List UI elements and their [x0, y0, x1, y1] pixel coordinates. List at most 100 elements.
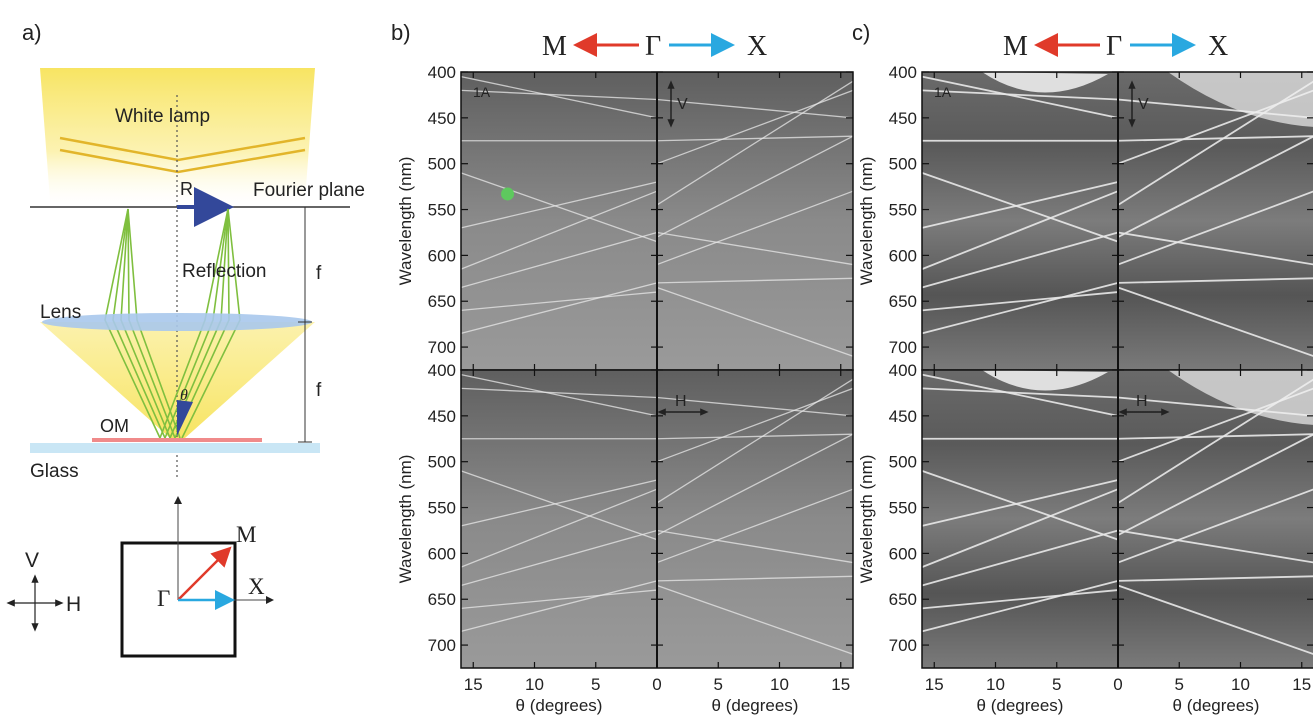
band-line — [460, 589, 658, 610]
y-tick-label: 550 — [889, 499, 917, 518]
bright-region — [1168, 72, 1313, 127]
panel_c-header-x: X — [1208, 31, 1228, 62]
x-tick-label: 10 — [525, 675, 544, 694]
r-label: R — [180, 179, 193, 199]
panel_c-bottom-bands — [921, 370, 1313, 655]
band-line — [656, 135, 854, 142]
y-tick-label: 550 — [428, 499, 456, 518]
panel_c-xlabel-right: θ (degrees) — [1173, 696, 1260, 715]
panel_c-xlabel-left: θ (degrees) — [977, 696, 1064, 715]
x-tick-label: 10 — [1231, 675, 1250, 694]
band-line — [1117, 286, 1313, 357]
y-tick-label: 650 — [428, 292, 456, 311]
band-line — [460, 75, 658, 119]
y-tick-label: 400 — [889, 361, 917, 380]
band-line — [1117, 135, 1313, 142]
band-line — [1117, 433, 1313, 440]
x-tick-label: 15 — [1292, 675, 1311, 694]
band-line — [460, 231, 658, 289]
band-line — [460, 580, 658, 632]
x-tick-label: 0 — [1113, 675, 1122, 694]
x-tick-label: 5 — [714, 675, 723, 694]
x-tick-label: 10 — [986, 675, 1005, 694]
band-line — [656, 396, 854, 417]
om-label: OM — [100, 416, 129, 436]
y-tick-label: 450 — [889, 407, 917, 426]
band-line — [921, 580, 1119, 633]
lamp-line-lower — [59, 148, 306, 174]
band-line — [921, 470, 1119, 541]
bz-x-label: X — [248, 574, 265, 599]
band-line — [921, 231, 1119, 289]
panel_b-header-x: X — [747, 31, 767, 62]
x-tick-label: 5 — [1175, 675, 1184, 694]
band-line — [656, 584, 854, 655]
band-line — [921, 75, 1119, 119]
f-lower-label: f — [316, 380, 322, 401]
band-line — [460, 181, 658, 229]
fourier-plane-label: Fourier plane — [253, 180, 365, 201]
bz-m-label: M — [236, 522, 256, 547]
band-line — [656, 135, 854, 238]
band-line — [656, 98, 854, 119]
band-line — [460, 291, 658, 312]
band-line — [1117, 529, 1313, 564]
band-line — [656, 80, 854, 206]
x-tick-label: 0 — [652, 675, 661, 694]
y-tick-label: 450 — [428, 109, 456, 128]
panel_b-header-gamma: Γ — [645, 31, 661, 62]
band-line — [921, 387, 1119, 399]
bright-region — [982, 72, 1108, 93]
band-line — [921, 529, 1119, 587]
panel_c-header-m: M — [1003, 31, 1028, 62]
pol-h-label: H — [66, 593, 81, 616]
y-tick-label: 650 — [889, 292, 917, 311]
y-tick-label: 400 — [428, 63, 456, 82]
y-tick-label: 500 — [428, 453, 456, 472]
band-line — [921, 89, 1119, 101]
band-line — [656, 231, 854, 266]
band-line — [460, 190, 658, 270]
panel_b-xlabel-right: θ (degrees) — [712, 696, 799, 715]
y-tick-label: 600 — [428, 544, 456, 563]
panel_b-top-bands — [460, 75, 854, 357]
panel_b-bottom-ylabel: Wavelength (nm) — [396, 455, 415, 584]
panel_c-bottom-ylabel: Wavelength (nm) — [857, 455, 876, 584]
green-marker — [501, 187, 515, 201]
y-tick-label: 550 — [889, 201, 917, 220]
band-line — [460, 89, 658, 101]
glass-substrate — [30, 443, 320, 453]
x-tick-label: 5 — [1052, 675, 1061, 694]
band-line — [656, 433, 854, 536]
y-tick-label: 500 — [428, 155, 456, 174]
band-line — [1117, 190, 1313, 266]
band-line — [656, 277, 854, 284]
band-line — [1117, 488, 1313, 564]
y-tick-label: 650 — [889, 590, 917, 609]
panel_b-bottom-bands — [460, 373, 854, 655]
band-line — [921, 373, 1119, 417]
band-line — [460, 282, 658, 334]
reflection-label: Reflection — [182, 261, 267, 282]
band-line — [656, 488, 854, 564]
panel_c-label: c) — [852, 20, 870, 45]
panel_c-pol-h-label: H — [1136, 393, 1148, 410]
panel_b-pol-v-label: V — [677, 96, 688, 113]
om-layer — [92, 438, 262, 442]
bz-gamma-m-arrow — [177, 546, 232, 601]
bright-region — [982, 370, 1108, 391]
band-line — [921, 172, 1119, 243]
glass-label: Glass — [30, 461, 79, 482]
y-tick-label: 700 — [428, 636, 456, 655]
x-tick-label: 15 — [464, 675, 483, 694]
band-line — [460, 387, 658, 399]
panel_b-tag: 1A — [473, 84, 491, 100]
y-tick-label: 400 — [889, 63, 917, 82]
theta-label: θ — [180, 387, 188, 404]
panel-a: a) White lamp Fourier plane R Reflectio — [6, 20, 365, 658]
white-lamp-label: White lamp — [115, 106, 210, 127]
panel_c-tag: 1A — [934, 84, 952, 100]
panel_b-top-ylabel: Wavelength (nm) — [396, 157, 415, 286]
